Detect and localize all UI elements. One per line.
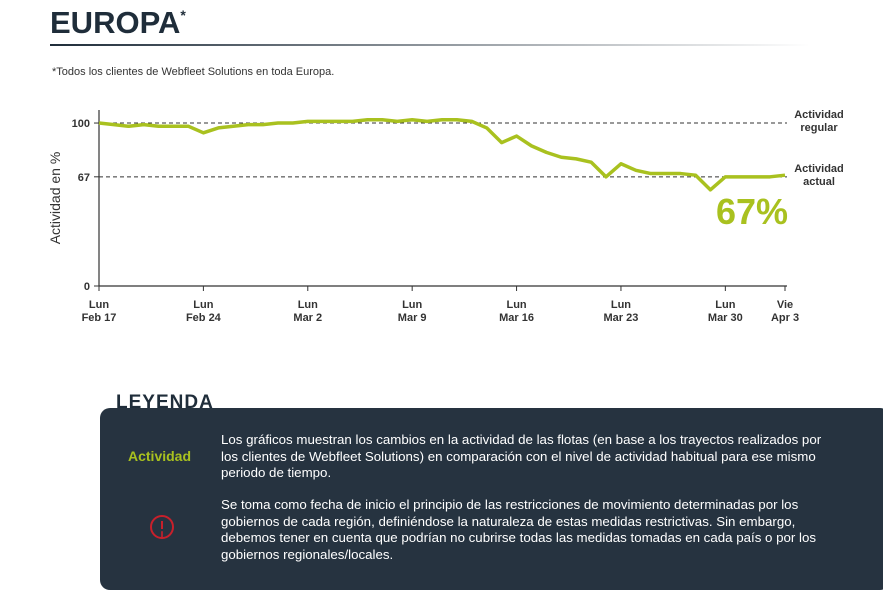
x-tick-label: Lun Feb 24	[185, 299, 221, 324]
y-tick-label: 67	[78, 172, 90, 184]
x-tick-label: Lun Mar 23	[603, 299, 639, 324]
x-tick-label: Lun Feb 17	[81, 299, 117, 324]
highlight-label: 67%	[716, 191, 788, 232]
x-tick-label: Lun Mar 2	[293, 299, 323, 324]
x-tick-label: Vie Apr 3	[770, 299, 800, 324]
title-marker: *	[180, 7, 186, 23]
chart-title: EUROPA*	[50, 5, 186, 40]
x-tick-label: Lun Mar 9	[397, 299, 427, 324]
y-axis-label: Actividad en %	[47, 152, 63, 245]
warning-icon	[150, 515, 174, 539]
legend-paragraph: Se toma como fecha de inicio el principi…	[221, 497, 817, 562]
subtitle: *Todos los clientes de Webfleet Solution…	[52, 66, 334, 78]
legend-paragraph: Los gráficos muestran los cambios en la …	[221, 432, 822, 480]
x-tick-label: Lun Mar 30	[707, 299, 743, 324]
legend-panel: Actividad Los gráficos muestran los cambi…	[100, 408, 883, 590]
title-text: EUROPA	[50, 5, 180, 40]
legend-series-label: Actividad	[128, 448, 192, 464]
reference-label: Actividad regular	[794, 109, 844, 135]
warning-mark	[160, 521, 163, 529]
reference-label: Actividad actual	[794, 162, 844, 188]
legend-heading: LEYENDA	[116, 392, 214, 413]
series-line	[98, 118, 786, 192]
y-tick-label: 100	[72, 118, 90, 130]
y-tick-label: 0	[84, 281, 90, 293]
x-tick-label: Lun Mar 16	[499, 299, 534, 324]
title-rule	[50, 44, 810, 46]
